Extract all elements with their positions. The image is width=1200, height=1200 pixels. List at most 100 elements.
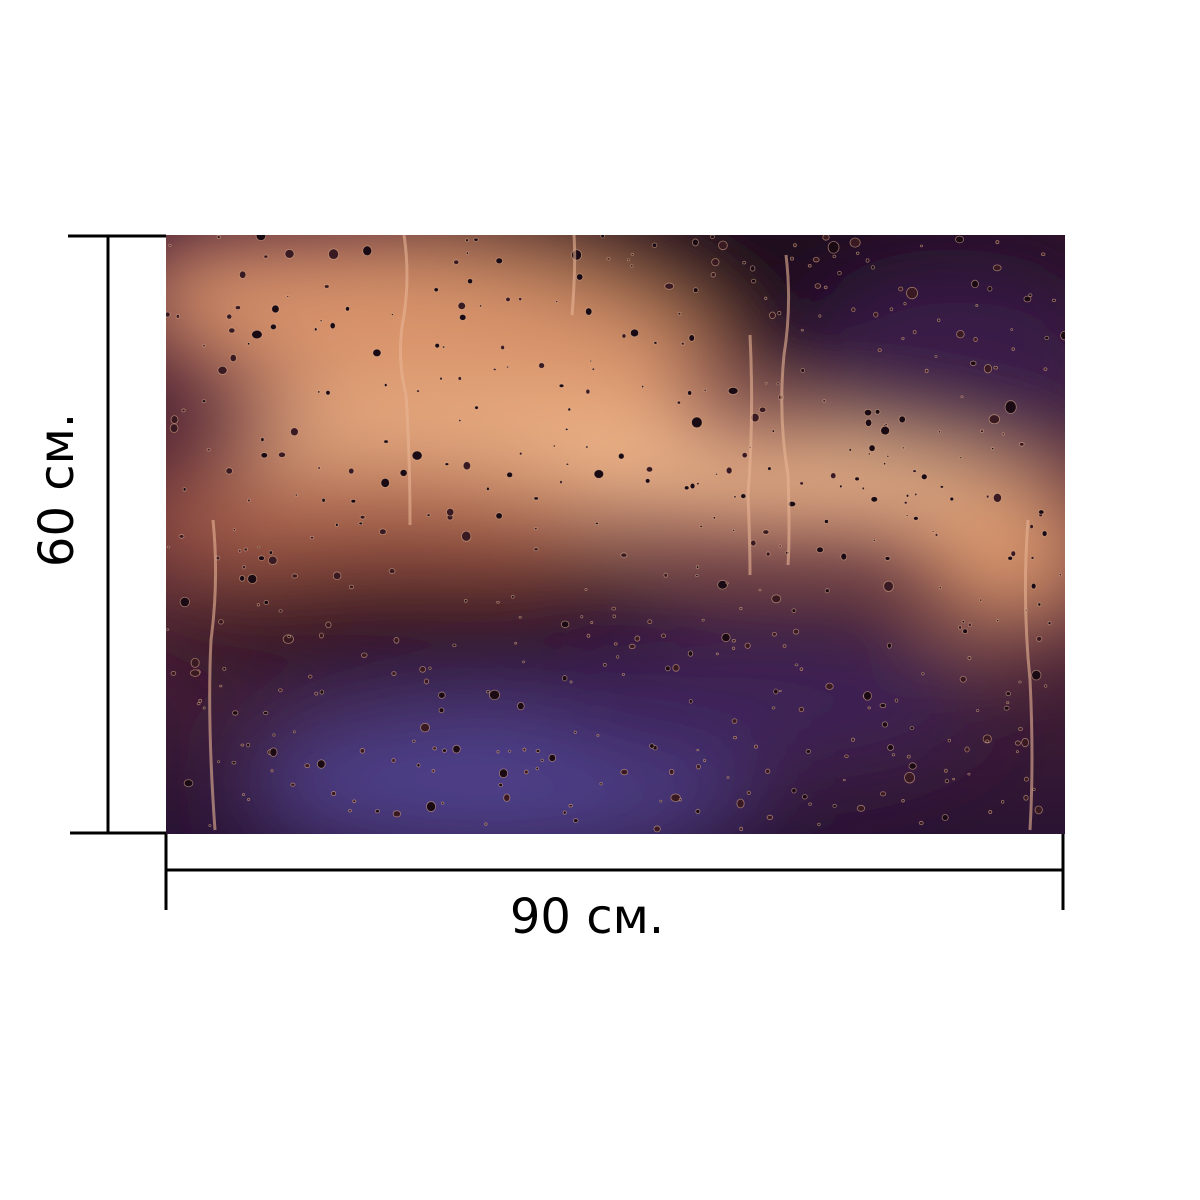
raindrop xyxy=(573,818,579,823)
raindrop xyxy=(441,345,446,349)
raindrop xyxy=(506,471,514,478)
raindrop xyxy=(478,304,483,308)
orange-band xyxy=(166,235,718,429)
raindrop xyxy=(645,478,651,484)
raindrop xyxy=(268,550,273,555)
raindrop xyxy=(839,484,843,489)
raindrop xyxy=(317,466,321,470)
raindrop xyxy=(416,763,421,768)
raindrop xyxy=(744,642,751,649)
raindrop xyxy=(938,430,941,434)
raindrop xyxy=(438,691,446,699)
raindrop xyxy=(465,251,469,255)
raindrop xyxy=(912,329,917,335)
raindrop xyxy=(949,496,955,502)
raindrop xyxy=(906,754,911,759)
raindrop xyxy=(348,809,352,813)
raindrop xyxy=(808,802,812,806)
raindrop xyxy=(242,564,247,570)
raindrop xyxy=(457,301,466,310)
raindrop xyxy=(947,738,951,743)
raindrop xyxy=(854,476,860,482)
raindrop xyxy=(979,429,984,433)
raindrop xyxy=(701,618,705,622)
raindrop xyxy=(216,235,221,239)
raindrop xyxy=(467,278,474,285)
violet-area xyxy=(540,630,980,770)
raindrop xyxy=(764,381,768,385)
raindrop xyxy=(886,642,892,649)
raindrop xyxy=(585,445,589,449)
raindrop xyxy=(995,240,1000,245)
raindrop xyxy=(849,237,861,248)
raindrop xyxy=(865,258,870,263)
raindrop xyxy=(411,450,423,461)
raindrop xyxy=(495,257,503,265)
raindrop xyxy=(672,664,680,672)
raindrop xyxy=(239,270,247,279)
raindrop xyxy=(383,383,388,387)
raindrop xyxy=(433,287,439,293)
raindrop xyxy=(239,575,246,582)
raindrop xyxy=(573,730,577,735)
raindrop xyxy=(649,743,655,749)
raindrop xyxy=(459,313,467,321)
raindrop xyxy=(659,799,663,803)
raindrop xyxy=(286,295,290,298)
raindrop xyxy=(361,652,368,658)
raindrop xyxy=(247,798,251,802)
drip-trail xyxy=(1023,519,1034,831)
raindrop xyxy=(791,787,797,794)
raindrop xyxy=(335,522,339,527)
raindrop xyxy=(179,596,190,608)
raindrop xyxy=(687,390,693,396)
raindrop xyxy=(799,667,804,671)
raindrop xyxy=(600,235,605,239)
raindrop xyxy=(967,772,971,776)
raindrop xyxy=(218,619,224,625)
raindrop xyxy=(1041,530,1048,537)
raindrop xyxy=(533,527,538,531)
raindrop xyxy=(258,555,266,561)
raindrop xyxy=(591,367,596,371)
raindrop xyxy=(1010,328,1014,331)
raindrop xyxy=(348,467,355,475)
raindrop xyxy=(169,423,179,433)
raindrop xyxy=(420,722,430,733)
raindrop xyxy=(272,733,276,737)
raindrop xyxy=(555,300,559,303)
raindrop xyxy=(721,632,731,643)
raindrop xyxy=(391,671,397,676)
raindrop xyxy=(372,348,382,357)
raindrop xyxy=(771,429,775,433)
raindrop xyxy=(717,579,728,590)
raindrop xyxy=(247,498,251,503)
raindrop xyxy=(687,650,694,657)
raindrop xyxy=(498,768,509,779)
raindrop xyxy=(988,810,993,815)
raindrop xyxy=(725,581,729,585)
raindrop xyxy=(970,360,977,367)
raindrop xyxy=(440,801,445,805)
raindrop xyxy=(453,259,460,265)
raindrop xyxy=(392,810,402,818)
raindrop xyxy=(905,493,910,498)
raindrop xyxy=(548,753,557,762)
raindrop xyxy=(314,691,319,696)
raindrop xyxy=(816,546,824,554)
raindrop xyxy=(332,571,342,581)
raindrop xyxy=(416,389,420,393)
raindrop xyxy=(879,791,887,797)
raindrop xyxy=(562,810,567,815)
raindrop xyxy=(863,408,873,417)
raindrop xyxy=(967,656,972,661)
raindrop xyxy=(870,265,876,270)
raindrop xyxy=(260,452,268,459)
raindrop xyxy=(692,287,699,294)
raindrop xyxy=(291,573,298,579)
raindrop xyxy=(727,386,739,395)
raindrop xyxy=(741,452,748,459)
raindrop xyxy=(1044,335,1050,341)
raindrop xyxy=(827,241,840,254)
raindrop xyxy=(168,243,172,247)
